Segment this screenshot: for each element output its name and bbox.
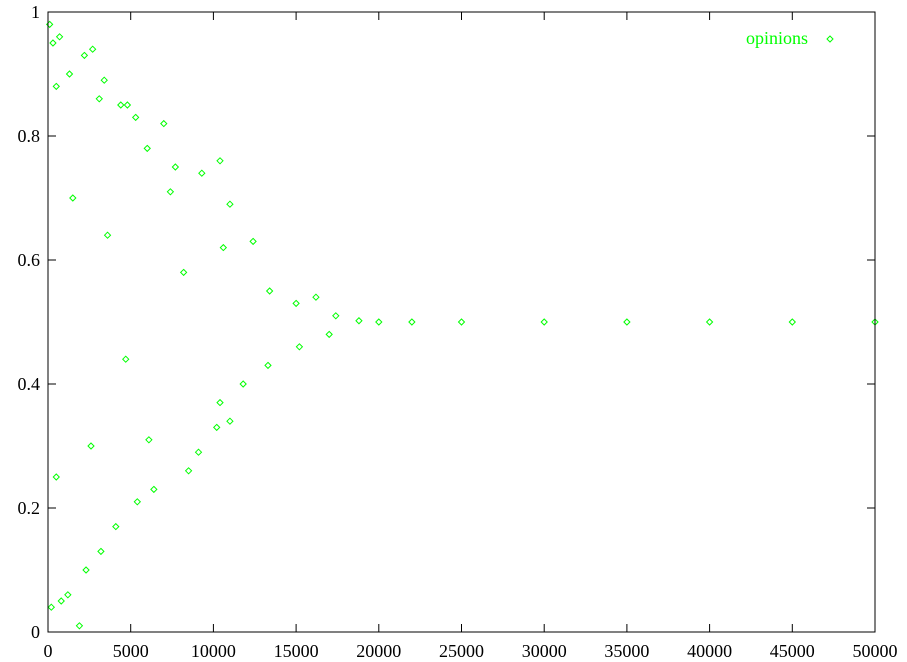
opinion-point	[249, 237, 257, 246]
x-tick-label: 35000	[604, 641, 649, 661]
x-tick-label: 30000	[522, 641, 567, 661]
opinion-point	[171, 163, 180, 171]
opinion-point	[52, 473, 60, 481]
opinion-point	[540, 318, 548, 326]
opinion-point	[623, 318, 631, 326]
opinion-point	[198, 169, 206, 177]
x-tick-label: 20000	[356, 641, 401, 661]
opinion-point	[131, 113, 140, 122]
opinion-point	[88, 45, 97, 53]
opinion-point	[312, 293, 320, 301]
opinion-point	[292, 299, 300, 308]
opinion-point	[49, 39, 57, 47]
axis-ticks: 0 5000 10000 15000 20000 25000 30000 35000 40000…	[18, 2, 898, 661]
opinion-point	[64, 591, 72, 599]
opinion-point	[179, 268, 188, 277]
opinion-point	[47, 603, 56, 611]
opinion-point	[87, 442, 95, 450]
opinion-point	[457, 318, 466, 326]
opinion-point	[122, 355, 130, 363]
opinion-point	[100, 76, 108, 84]
opinion-point	[150, 485, 158, 494]
x-tick-label: 45000	[770, 641, 815, 661]
opinion-point	[97, 547, 105, 556]
y-tick-label: 0	[31, 622, 40, 642]
opinion-point	[216, 157, 224, 165]
opinion-point	[103, 231, 112, 239]
y-tick-label: 0.4	[18, 374, 41, 394]
opinion-point	[194, 448, 203, 456]
x-tick-label: 10000	[191, 641, 236, 661]
opinion-point	[788, 318, 797, 326]
opinion-point	[226, 200, 234, 208]
opinion-point	[112, 522, 120, 531]
y-tick-label: 0.6	[18, 250, 41, 270]
opinion-point	[239, 380, 247, 388]
opinion-point	[143, 144, 151, 153]
opinion-point	[264, 361, 272, 370]
opinion-point	[226, 417, 234, 425]
x-tick-label: 5000	[113, 641, 149, 661]
y-tick-label: 0.8	[18, 126, 41, 146]
opinion-point	[375, 318, 383, 326]
opinion-point	[75, 622, 84, 630]
opinion-point	[123, 101, 132, 109]
x-tick-label: 40000	[687, 641, 732, 661]
opinion-point	[355, 317, 363, 325]
opinion-point	[80, 51, 89, 60]
opinion-point	[325, 330, 333, 339]
opinion-point	[52, 82, 60, 91]
opinion-point	[69, 194, 77, 202]
opinion-point	[117, 101, 125, 109]
opinion-point	[184, 467, 193, 475]
opinion-point	[408, 318, 416, 326]
y-tick-label: 1	[31, 2, 40, 22]
opinion-point	[219, 243, 228, 252]
opinion-point	[65, 70, 74, 78]
opinion-point	[295, 343, 304, 351]
opinion-point	[57, 597, 65, 605]
opinion-point	[705, 318, 714, 326]
x-tick-label: 0	[44, 641, 53, 661]
legend-label: opinions	[746, 28, 808, 48]
opinion-point	[216, 398, 224, 407]
opinion-point	[55, 33, 64, 41]
opinion-point	[166, 188, 175, 196]
opinion-point	[145, 436, 153, 444]
opinion-point	[133, 498, 142, 506]
x-tick-label: 50000	[853, 641, 898, 661]
x-tick-label: 25000	[439, 641, 484, 661]
opinion-point	[332, 312, 340, 320]
opinion-point	[160, 119, 168, 128]
legend: opinions	[746, 28, 834, 48]
legend-diamond-marker-icon	[826, 35, 834, 43]
x-tick-label: 15000	[274, 641, 319, 661]
opinion-point	[265, 287, 274, 295]
opinion-point	[95, 95, 103, 103]
opinion-point	[213, 423, 221, 432]
opinion-point	[82, 566, 90, 574]
y-tick-label: 0.2	[18, 498, 41, 518]
scatter-points	[45, 20, 879, 630]
